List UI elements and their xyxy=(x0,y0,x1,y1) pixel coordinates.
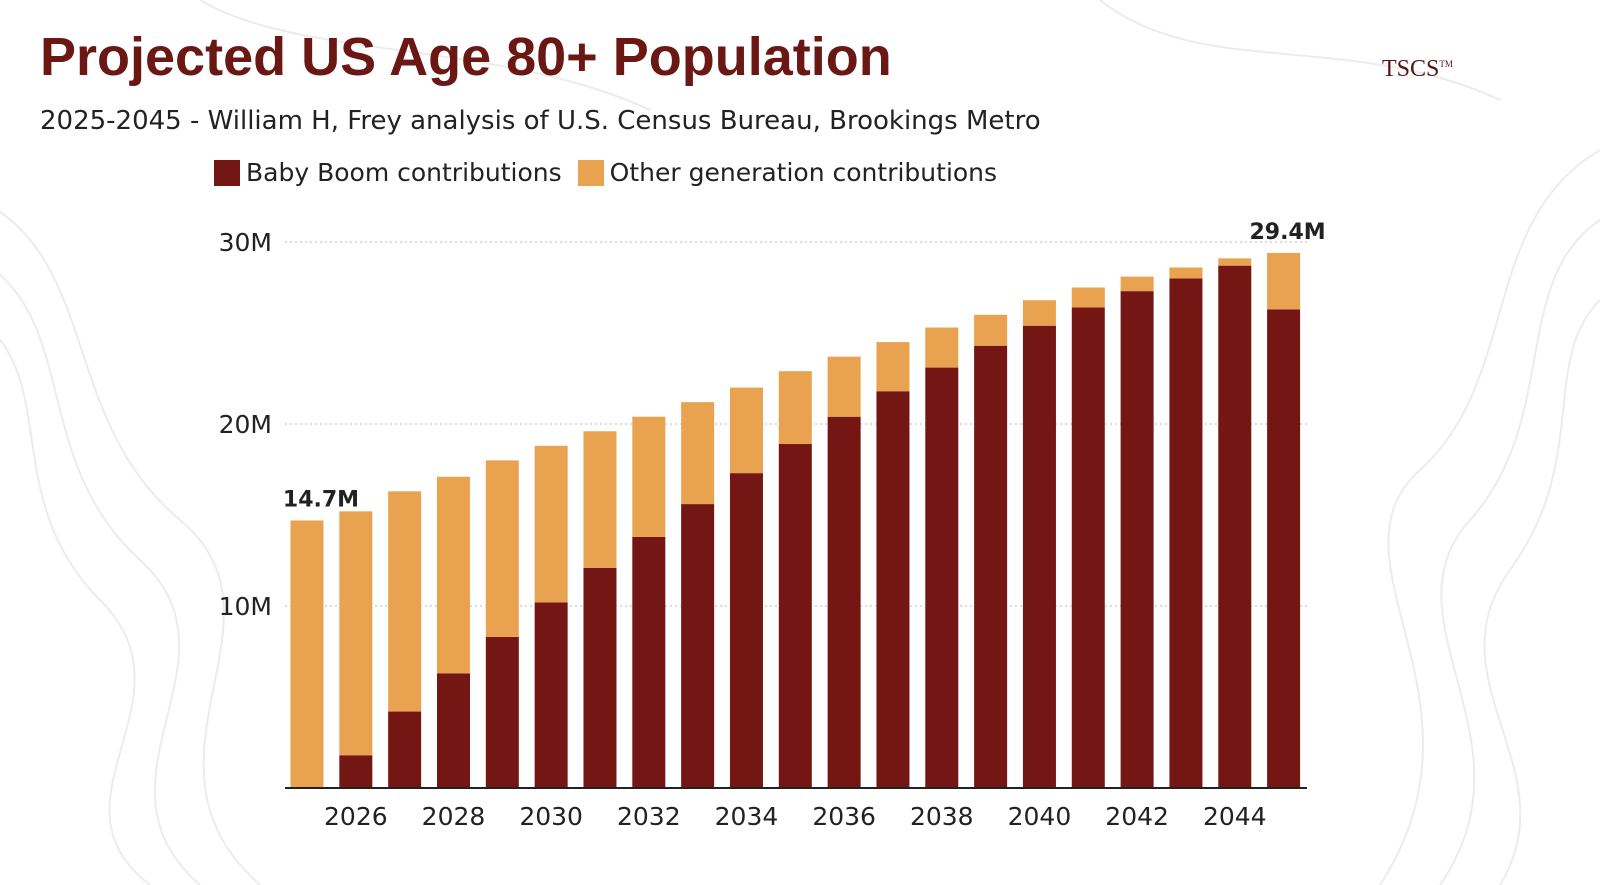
bar-other-generation xyxy=(485,460,519,637)
legend-swatch-baby-boom xyxy=(214,159,240,186)
bar-other-generation xyxy=(534,445,568,603)
bar-baby-boom xyxy=(1022,325,1056,788)
chart-subtitle: 2025-2045 - William H, Frey analysis of … xyxy=(40,106,1041,136)
bar-other-generation xyxy=(1267,252,1301,310)
bar-other-generation xyxy=(632,416,666,537)
y-tick-label: 10M xyxy=(219,592,272,621)
bar-other-generation xyxy=(681,402,715,505)
bar-other-generation xyxy=(436,476,470,674)
bar-other-generation xyxy=(827,356,861,417)
legend-label-baby-boom: Baby Boom contributions xyxy=(246,158,562,187)
bar-other-generation xyxy=(974,314,1008,346)
x-tick-label: 2030 xyxy=(519,802,583,831)
bar-other-generation xyxy=(729,387,763,474)
bar-baby-boom xyxy=(534,602,568,788)
bar-other-generation xyxy=(583,431,617,568)
bar-baby-boom xyxy=(485,636,519,788)
data-label: 29.4M xyxy=(1250,220,1326,245)
bar-baby-boom xyxy=(1071,307,1105,788)
bar-other-generation xyxy=(1071,287,1105,308)
bar-baby-boom xyxy=(1120,291,1154,788)
legend-swatch-other xyxy=(577,159,604,186)
bar-other-generation xyxy=(1022,300,1056,326)
bar-other-generation xyxy=(876,342,910,392)
bar-baby-boom xyxy=(1218,265,1252,788)
logo-trademark: TM xyxy=(1439,59,1453,69)
x-tick-label: 2042 xyxy=(1105,802,1169,831)
bar-other-generation xyxy=(339,511,373,756)
x-tick-label: 2032 xyxy=(617,802,681,831)
tscs-logo: TSCSTM xyxy=(1382,56,1453,83)
x-tick-label: 2028 xyxy=(422,802,486,831)
legend-label-other: Other generation contributions xyxy=(609,158,998,187)
y-tick-label: 20M xyxy=(219,410,272,439)
bar-other-generation xyxy=(1169,267,1203,279)
x-tick-label: 2036 xyxy=(812,802,876,831)
x-tick-label: 2034 xyxy=(715,802,779,831)
bar-baby-boom xyxy=(925,367,959,788)
x-tick-label: 2044 xyxy=(1203,802,1267,831)
legend: Baby Boom contributions Other generation… xyxy=(214,158,1013,187)
bar-baby-boom xyxy=(778,444,812,788)
bar-baby-boom xyxy=(388,711,422,788)
bar-baby-boom xyxy=(729,473,763,788)
bar-other-generation xyxy=(1120,276,1154,292)
bar-baby-boom xyxy=(974,345,1008,788)
bar-baby-boom xyxy=(1169,278,1203,788)
bar-baby-boom xyxy=(681,504,715,788)
logo-text: TSCS xyxy=(1382,56,1440,82)
bar-other-generation xyxy=(290,520,324,788)
bar-baby-boom xyxy=(339,755,373,788)
bar-other-generation xyxy=(1218,258,1252,266)
bar-baby-boom xyxy=(876,391,910,788)
x-tick-label: 2038 xyxy=(910,802,974,831)
chart-title: Projected US Age 80+ Population xyxy=(40,27,892,87)
bar-other-generation xyxy=(925,327,959,368)
x-tick-label: 2026 xyxy=(324,802,388,831)
bar-baby-boom xyxy=(632,536,666,788)
bar-baby-boom xyxy=(436,673,470,788)
bar-baby-boom xyxy=(583,567,617,788)
data-label: 14.7M xyxy=(283,487,359,512)
bar-baby-boom xyxy=(827,416,861,788)
bar-other-generation xyxy=(388,491,422,712)
x-tick-label: 2040 xyxy=(1008,802,1072,831)
bar-baby-boom xyxy=(1267,309,1301,788)
bar-other-generation xyxy=(778,371,812,445)
y-tick-label: 30M xyxy=(219,228,272,257)
